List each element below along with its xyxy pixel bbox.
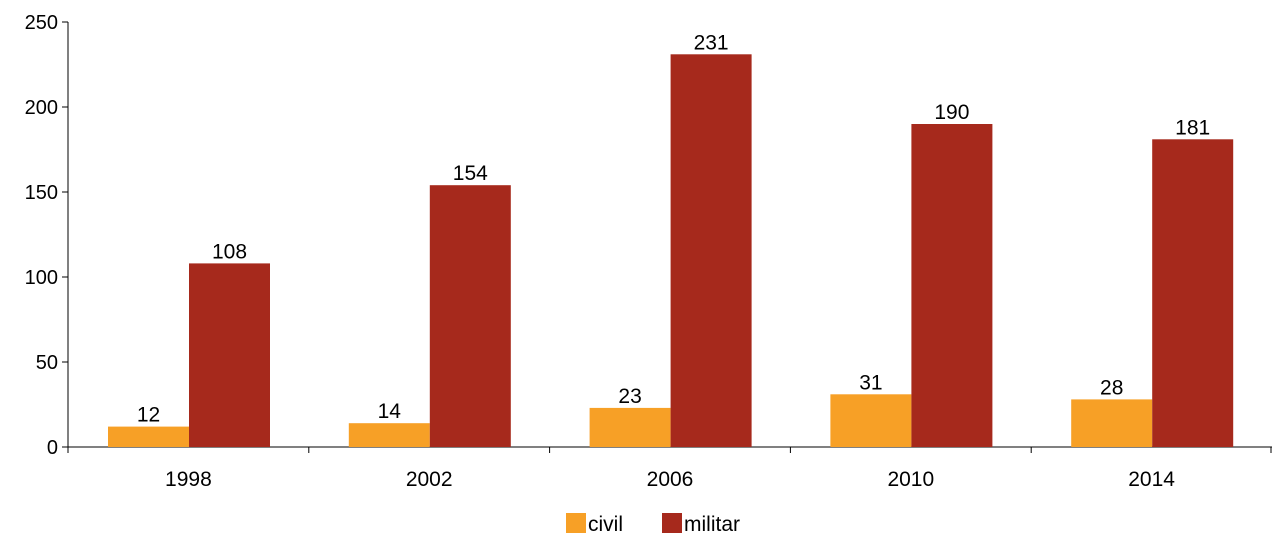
legend-swatch-militar xyxy=(662,513,682,533)
bar-militar-2002 xyxy=(429,185,511,447)
x-tick-label: 2006 xyxy=(647,468,694,491)
bar-civil-2014 xyxy=(1071,399,1153,447)
x-axis: 1998 2002 2006 2010 2014 xyxy=(67,446,1272,491)
legend-label-militar: militar xyxy=(684,513,740,536)
data-label-militar-2006: 231 xyxy=(694,31,729,54)
legend-label-civil: civil xyxy=(588,513,623,536)
bar-civil-1998 xyxy=(108,426,189,447)
x-tick-label: 2010 xyxy=(887,468,934,491)
data-label-militar-2002: 154 xyxy=(453,162,488,185)
bars xyxy=(108,54,1234,448)
bar-militar-2010 xyxy=(911,124,993,447)
bar-civil-2002 xyxy=(348,423,430,447)
bar-militar-1998 xyxy=(189,263,270,447)
data-label-civil-1998: 12 xyxy=(137,404,160,427)
data-label-militar-2010: 190 xyxy=(934,101,969,124)
data-label-civil-2006: 23 xyxy=(618,385,641,408)
y-tick-label: 150 xyxy=(25,182,58,204)
y-tick-label: 250 xyxy=(25,12,58,34)
x-tick-label: 2014 xyxy=(1128,468,1175,491)
data-label-civil-2010: 31 xyxy=(859,371,882,394)
x-tick-label: 1998 xyxy=(165,468,212,491)
legend-swatch-civil xyxy=(566,513,586,533)
bar-civil-2010 xyxy=(830,394,912,447)
data-label-militar-2014: 181 xyxy=(1175,116,1210,139)
data-label-civil-2002: 14 xyxy=(378,400,402,423)
bar-militar-2014 xyxy=(1152,139,1234,448)
data-label-militar-1998: 108 xyxy=(212,240,247,263)
data-labels: 12 108 14 154 23 231 31 190 28 181 xyxy=(137,31,1210,426)
data-label-civil-2014: 28 xyxy=(1100,376,1123,399)
y-tick-label: 0 xyxy=(47,437,58,459)
y-tick-label: 100 xyxy=(25,267,58,289)
bar-militar-2006 xyxy=(670,54,752,448)
y-tick-label: 50 xyxy=(36,352,58,374)
x-tick-label: 2002 xyxy=(406,468,453,491)
y-tick-label: 200 xyxy=(25,97,58,119)
legend: civil militar xyxy=(566,513,740,536)
y-axis: 0 50 100 150 200 250 xyxy=(25,12,69,459)
bar-civil-2006 xyxy=(589,407,671,447)
